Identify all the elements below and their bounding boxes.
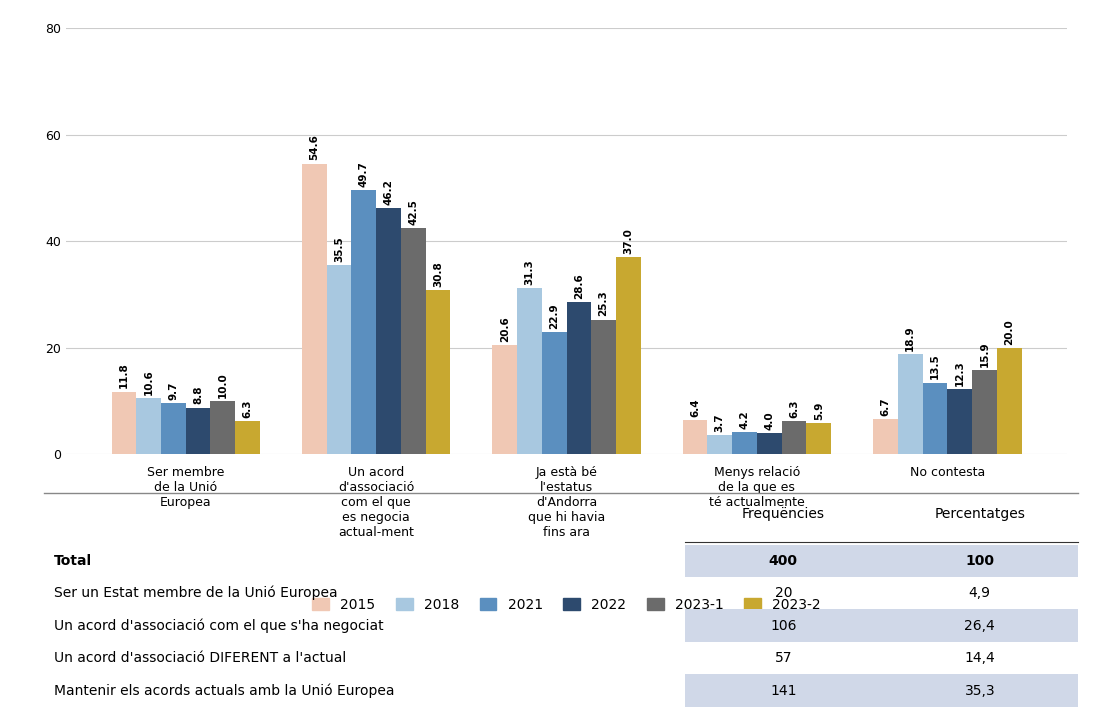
- Bar: [400, 228, 426, 454]
- Bar: [733, 432, 757, 454]
- Text: 10.0: 10.0: [218, 372, 228, 398]
- Text: Ser un Estat membre de la Unió Europea: Ser un Estat membre de la Unió Europea: [54, 586, 338, 601]
- Text: 42.5: 42.5: [408, 199, 418, 225]
- FancyBboxPatch shape: [685, 609, 1078, 642]
- Bar: [111, 392, 136, 454]
- Text: 22.9: 22.9: [549, 304, 559, 329]
- FancyBboxPatch shape: [685, 545, 1078, 577]
- Text: 14,4: 14,4: [965, 651, 996, 665]
- Text: Frequëncies: Frequëncies: [741, 507, 825, 521]
- Text: 11.8: 11.8: [119, 363, 129, 388]
- Bar: [327, 266, 351, 454]
- Bar: [235, 421, 260, 454]
- Text: 26,4: 26,4: [965, 618, 996, 633]
- Text: 8.8: 8.8: [194, 386, 204, 405]
- Bar: [426, 290, 450, 454]
- Text: 6.3: 6.3: [789, 399, 799, 417]
- Bar: [186, 408, 210, 454]
- Text: 10.6: 10.6: [144, 369, 154, 395]
- Text: Percentatges: Percentatges: [934, 507, 1025, 521]
- Text: 57: 57: [774, 651, 792, 665]
- Text: 106: 106: [770, 618, 796, 633]
- Text: 400: 400: [769, 554, 798, 568]
- Text: 141: 141: [770, 684, 796, 698]
- Bar: [351, 190, 376, 454]
- Bar: [542, 332, 566, 454]
- Bar: [782, 421, 806, 454]
- Text: 35,3: 35,3: [965, 684, 996, 698]
- FancyBboxPatch shape: [685, 674, 1078, 707]
- Text: 30.8: 30.8: [433, 261, 443, 287]
- Text: 20.6: 20.6: [499, 316, 509, 342]
- Text: 20: 20: [774, 586, 792, 600]
- Bar: [161, 403, 186, 454]
- Bar: [972, 370, 997, 454]
- Bar: [591, 320, 616, 454]
- Bar: [566, 302, 591, 454]
- Text: 4.2: 4.2: [739, 410, 749, 429]
- Text: 28.6: 28.6: [574, 273, 584, 299]
- Text: 6.7: 6.7: [880, 397, 890, 415]
- Bar: [806, 423, 832, 454]
- Text: 35.5: 35.5: [334, 236, 344, 262]
- Legend: 2015, 2018, 2021, 2022, 2023-1, 2023-2: 2015, 2018, 2021, 2022, 2023-1, 2023-2: [312, 598, 821, 611]
- Bar: [997, 348, 1022, 454]
- Text: Mantenir els acords actuals amb la Unió Europea: Mantenir els acords actuals amb la Unió …: [54, 684, 395, 698]
- Text: 18.9: 18.9: [905, 325, 915, 351]
- Text: 13.5: 13.5: [930, 354, 939, 379]
- Text: 20.0: 20.0: [1004, 319, 1014, 344]
- Text: 4.0: 4.0: [764, 411, 774, 430]
- Text: 9.7: 9.7: [168, 381, 178, 400]
- Text: 3.7: 3.7: [715, 413, 725, 432]
- Text: Total: Total: [54, 554, 92, 568]
- Bar: [947, 389, 972, 454]
- Bar: [376, 209, 400, 454]
- Bar: [493, 344, 517, 454]
- Text: 6.4: 6.4: [690, 398, 700, 417]
- Text: 54.6: 54.6: [309, 135, 319, 160]
- Bar: [898, 354, 923, 454]
- Bar: [923, 383, 947, 454]
- Text: 46.2: 46.2: [384, 180, 394, 205]
- Text: Un acord d'associació DIFERENT a l'actual: Un acord d'associació DIFERENT a l'actua…: [54, 651, 346, 665]
- Bar: [757, 433, 782, 454]
- Text: 15.9: 15.9: [979, 341, 989, 366]
- Bar: [707, 435, 733, 454]
- Bar: [616, 257, 640, 454]
- Text: 5.9: 5.9: [814, 401, 824, 420]
- Bar: [210, 401, 235, 454]
- Text: 31.3: 31.3: [525, 258, 535, 285]
- Text: 100: 100: [966, 554, 994, 568]
- Text: 25.3: 25.3: [598, 290, 608, 317]
- Text: 37.0: 37.0: [624, 229, 634, 254]
- Bar: [873, 419, 898, 454]
- Text: 49.7: 49.7: [359, 160, 369, 187]
- Text: 6.3: 6.3: [243, 399, 253, 417]
- Text: 4,9: 4,9: [969, 586, 991, 600]
- Text: 12.3: 12.3: [955, 360, 965, 386]
- Bar: [136, 398, 161, 454]
- Bar: [301, 163, 327, 454]
- Text: Un acord d'associació com el que s'ha negociat: Un acord d'associació com el que s'ha ne…: [54, 618, 384, 633]
- Bar: [683, 420, 707, 454]
- Bar: [517, 288, 542, 454]
